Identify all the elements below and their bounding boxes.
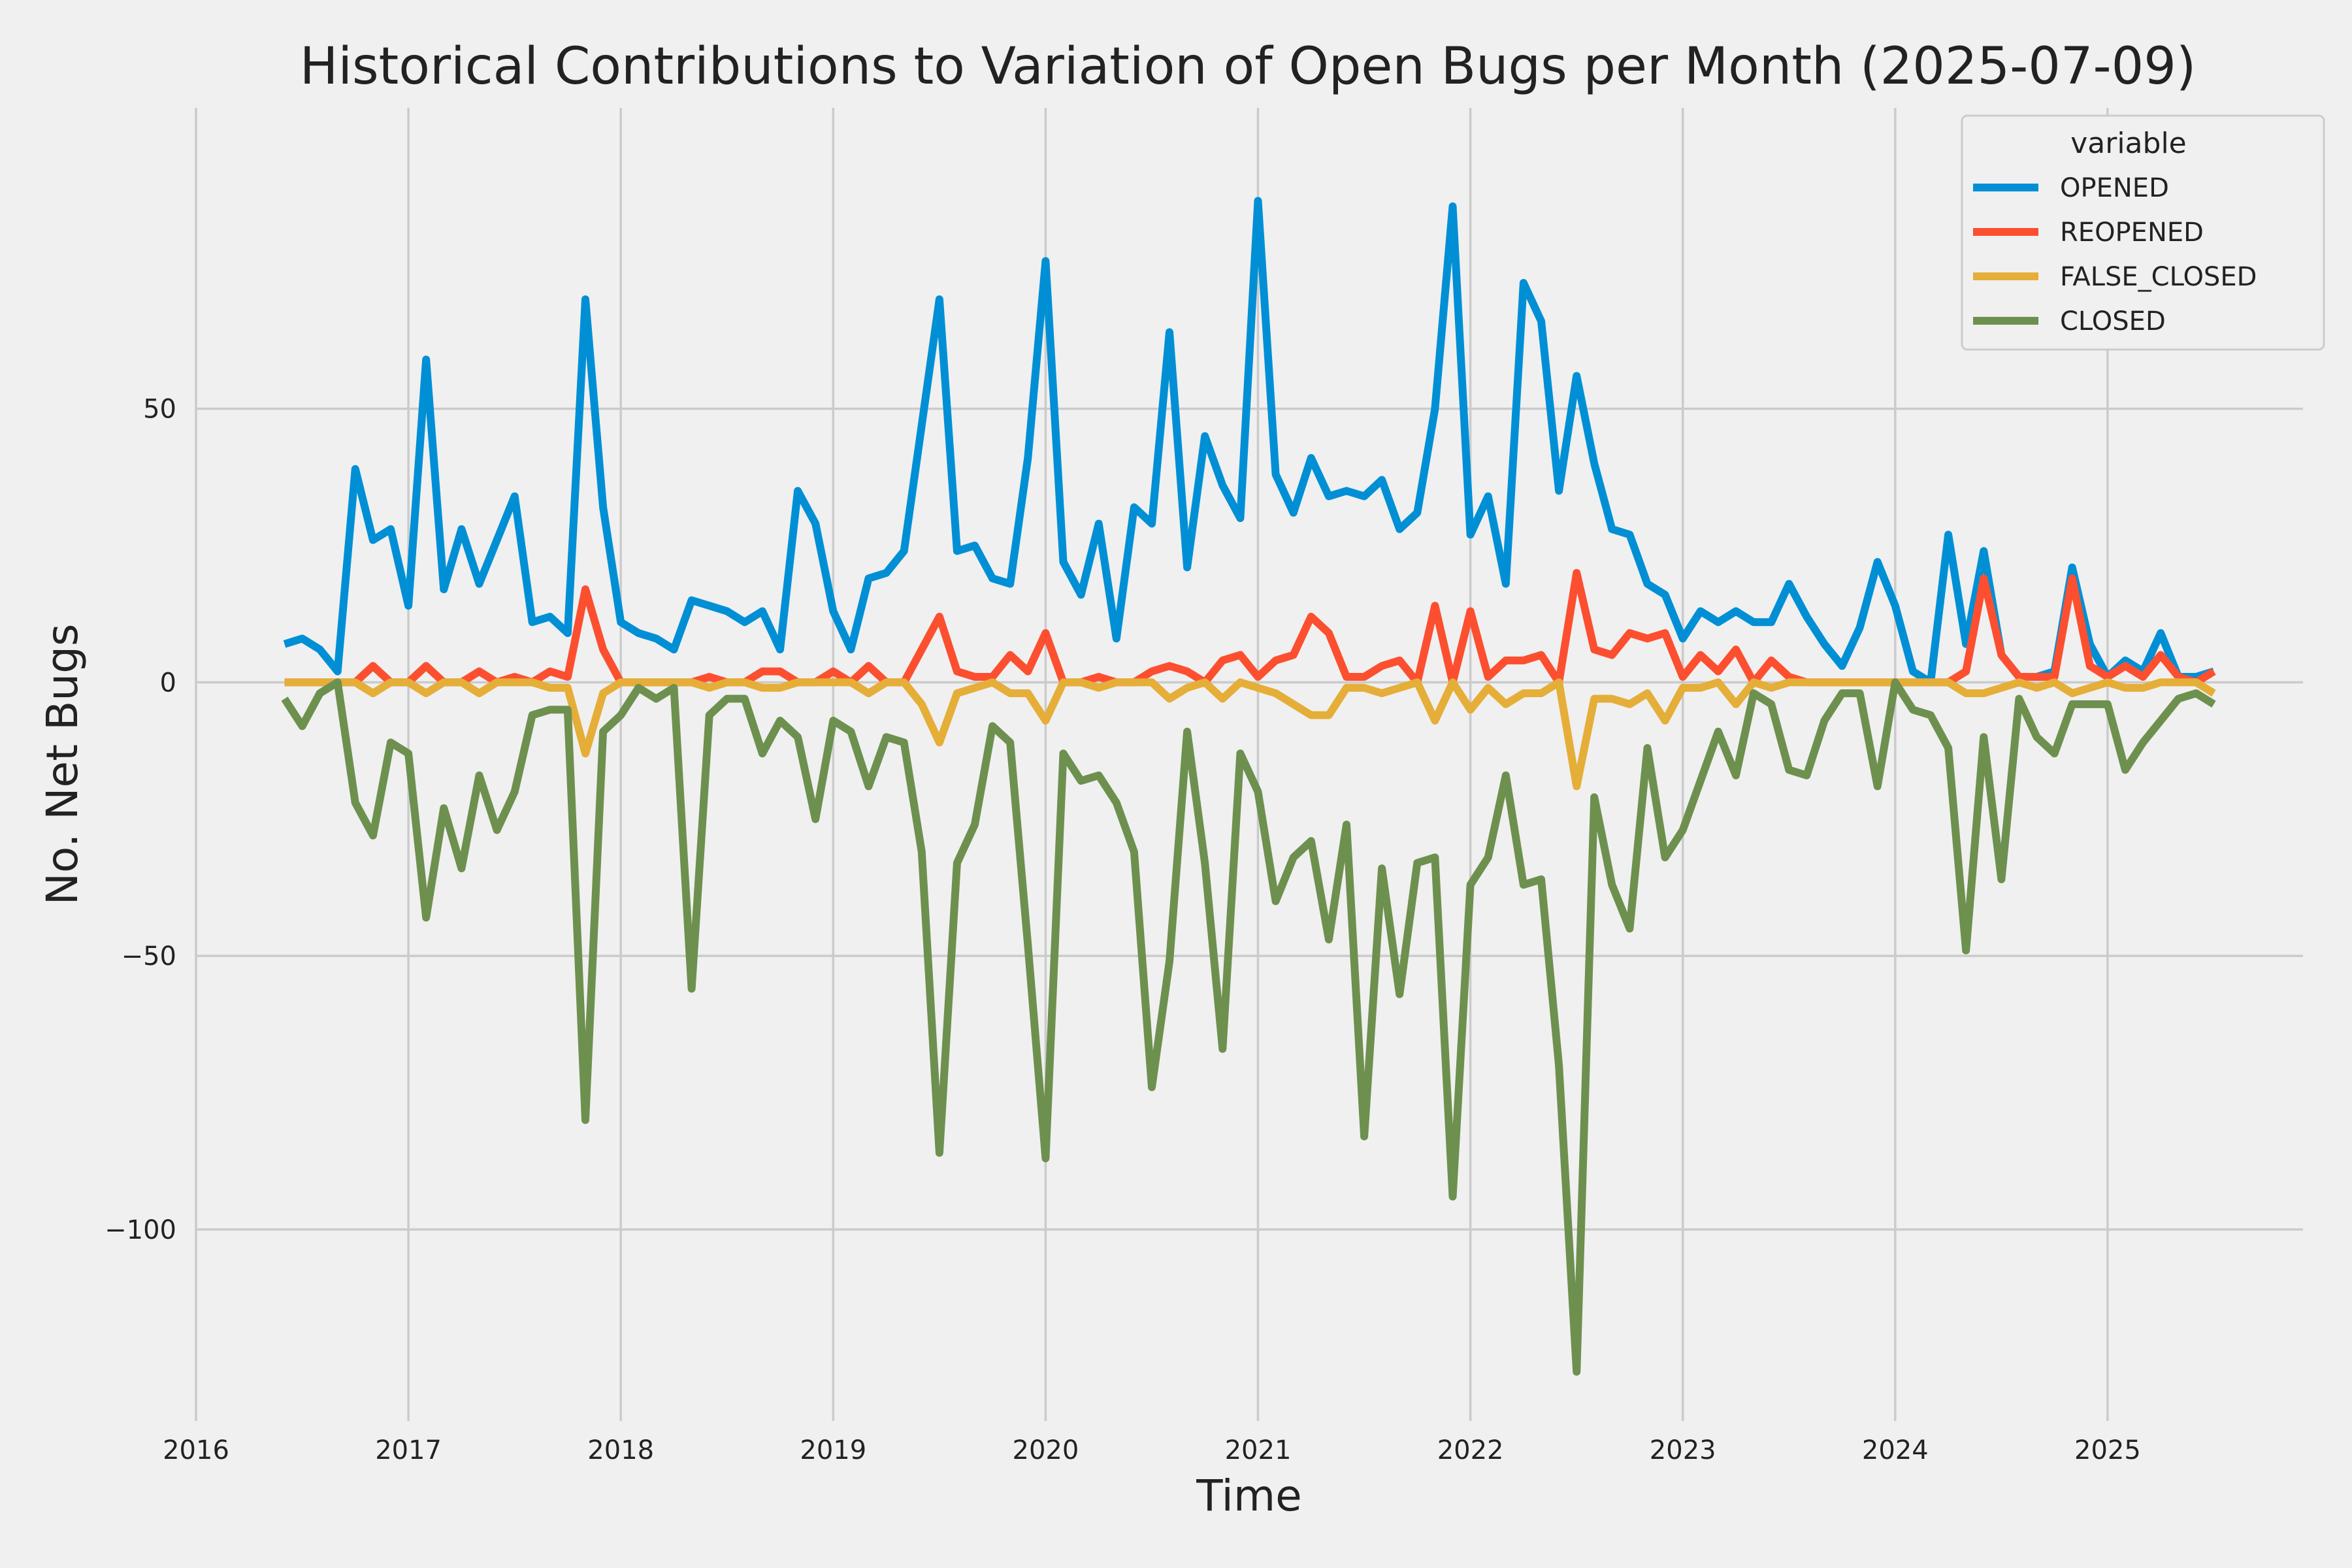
tick-labels: 2016 2017 2018 2019 2020 2021 2022 2023 2024 2025…	[105, 395, 2141, 1465]
legend-box	[1961, 114, 2325, 351]
y-tick-label--50: −50	[122, 941, 176, 972]
x-tick-label-2025: 2025	[2074, 1435, 2141, 1465]
x-tick-label-2019: 2019	[800, 1435, 866, 1465]
x-axis-label: Time	[1196, 1471, 1302, 1521]
series-line-closed	[281, 678, 2216, 1376]
y-tick-label-50: 50	[143, 395, 176, 425]
series-lines	[281, 197, 2216, 1376]
legend-label-false-closed: FALSE_CLOSED	[2060, 262, 2257, 292]
x-tick-label-2017: 2017	[375, 1435, 442, 1465]
x-tick-label-2021: 2021	[1225, 1435, 1292, 1465]
x-tick-label-2018: 2018	[587, 1435, 654, 1465]
chart-title: Historical Contributions to Variation of…	[300, 37, 2197, 96]
series-line-opened	[283, 197, 2215, 687]
legend: variable OPENED REOPENED FALSE_CLOSED CLOSE…	[1961, 114, 2325, 351]
x-tick-label-2024: 2024	[1862, 1435, 1929, 1465]
x-tick-label-2016: 2016	[163, 1435, 229, 1465]
y-tick-label--100: −100	[105, 1215, 176, 1245]
legend-entries: OPENED REOPENED FALSE_CLOSED CLOSED	[1973, 173, 2257, 336]
y-axis-label: No. Net Bugs	[37, 624, 88, 906]
y-tick-label-0: 0	[160, 668, 176, 698]
x-tick-label-2020: 2020	[1013, 1435, 1079, 1465]
x-tick-label-2022: 2022	[1437, 1435, 1504, 1465]
legend-label-reopened: REOPENED	[2060, 218, 2204, 248]
legend-label-opened: OPENED	[2060, 173, 2169, 203]
x-tick-label-2023: 2023	[1650, 1435, 1716, 1465]
legend-title: variable	[2070, 127, 2187, 160]
legend-label-closed: CLOSED	[2060, 306, 2166, 336]
